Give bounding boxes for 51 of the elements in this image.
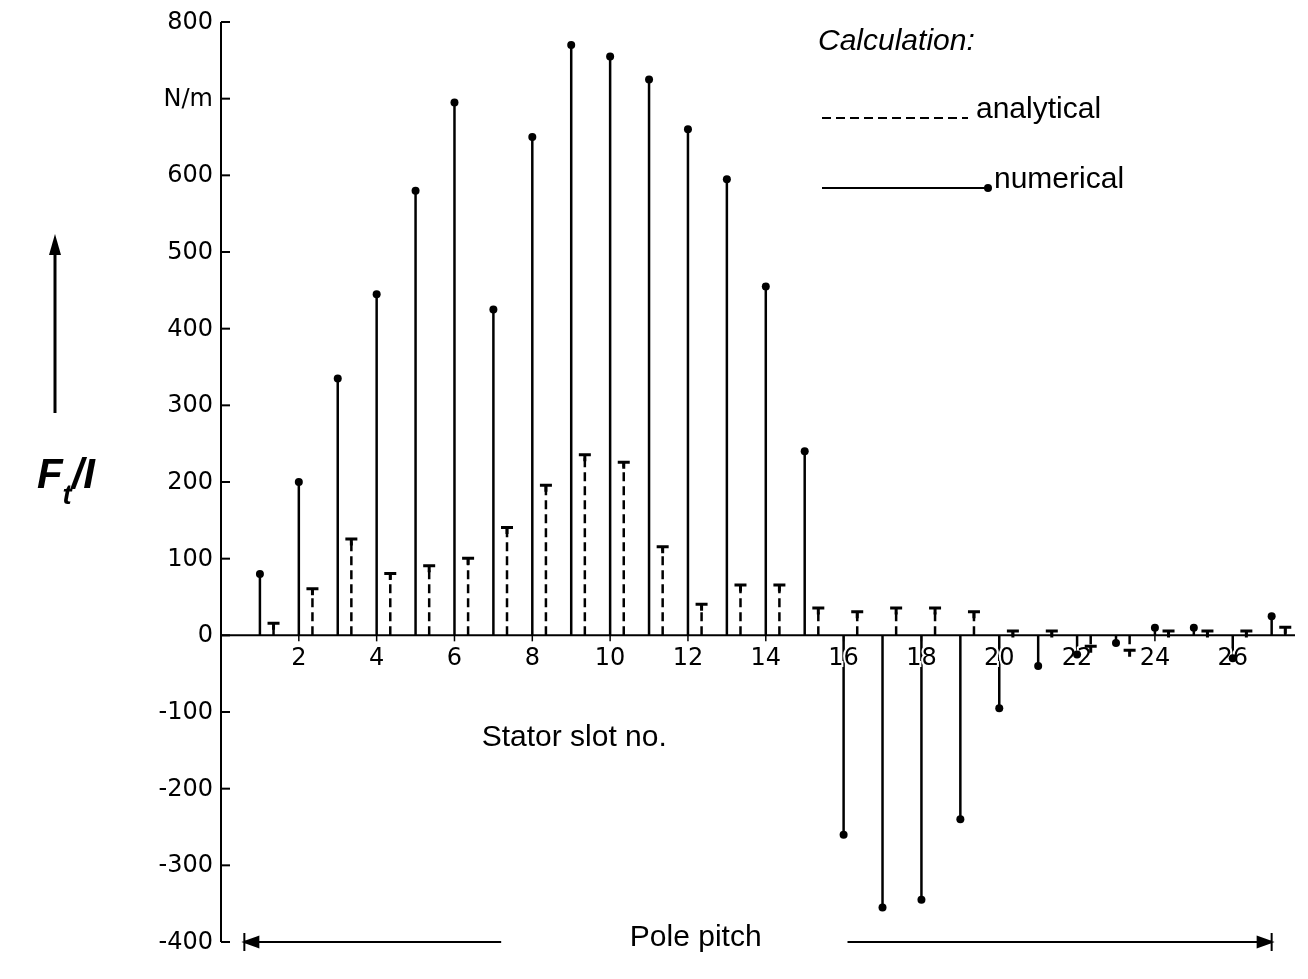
- point: [761, 282, 770, 291]
- x-tick-label: 10: [594, 643, 626, 672]
- y-tick-label: 300: [167, 390, 213, 419]
- point: [255, 570, 264, 578]
- y-tick-label: -400: [158, 927, 213, 955]
- x-tick-label: 2: [291, 643, 307, 672]
- point: [450, 98, 459, 107]
- y-tick-label: 100: [167, 543, 213, 572]
- x-tick-label: 8: [524, 643, 540, 672]
- x-tick-label: 26: [1217, 643, 1249, 672]
- y-tick-label: -300: [158, 850, 213, 879]
- point: [528, 133, 537, 141]
- point: [722, 175, 731, 184]
- point: [683, 125, 692, 134]
- point: [800, 447, 809, 456]
- point: [645, 75, 654, 84]
- y-tick-label: 800: [167, 7, 213, 35]
- y-tick-label: 400: [167, 313, 213, 342]
- legend-label: analytical: [976, 91, 1102, 124]
- legend-label: numerical: [994, 161, 1125, 194]
- point: [567, 41, 576, 49]
- x-tick-label: 14: [750, 643, 782, 672]
- x-tick-label: 4: [369, 643, 385, 672]
- point: [1150, 623, 1159, 632]
- y-tick-label: 200: [167, 467, 213, 495]
- point: [956, 815, 965, 824]
- y-tick-label: 0: [197, 620, 213, 649]
- x-tick-label: 24: [1139, 643, 1171, 672]
- annotation: Pole pitch: [629, 919, 762, 952]
- point: [1112, 639, 1120, 647]
- y-tick-label: -200: [158, 773, 213, 802]
- x-axis-title: Stator slot no.: [481, 719, 667, 752]
- legend-title: Calculation:: [818, 23, 975, 56]
- point: [333, 374, 342, 383]
- x-tick-label: 6: [446, 643, 463, 672]
- point: [606, 52, 615, 61]
- y-tick-label: N/m: [163, 83, 213, 112]
- y-axis-title: F$_{t}$/I: [36, 450, 97, 510]
- point: [294, 478, 303, 486]
- y-tick-label: 500: [167, 237, 213, 265]
- point: [489, 305, 498, 314]
- y-tick-label: -100: [158, 697, 213, 725]
- x-tick-label: 12: [672, 643, 704, 672]
- point: [1034, 662, 1043, 670]
- x-tick-label: 22: [1061, 643, 1093, 672]
- point: [372, 290, 381, 299]
- point: [995, 704, 1004, 713]
- point: [1189, 623, 1198, 632]
- y-tick-label: 600: [167, 160, 213, 189]
- point: [411, 186, 420, 195]
- point: [1267, 612, 1276, 621]
